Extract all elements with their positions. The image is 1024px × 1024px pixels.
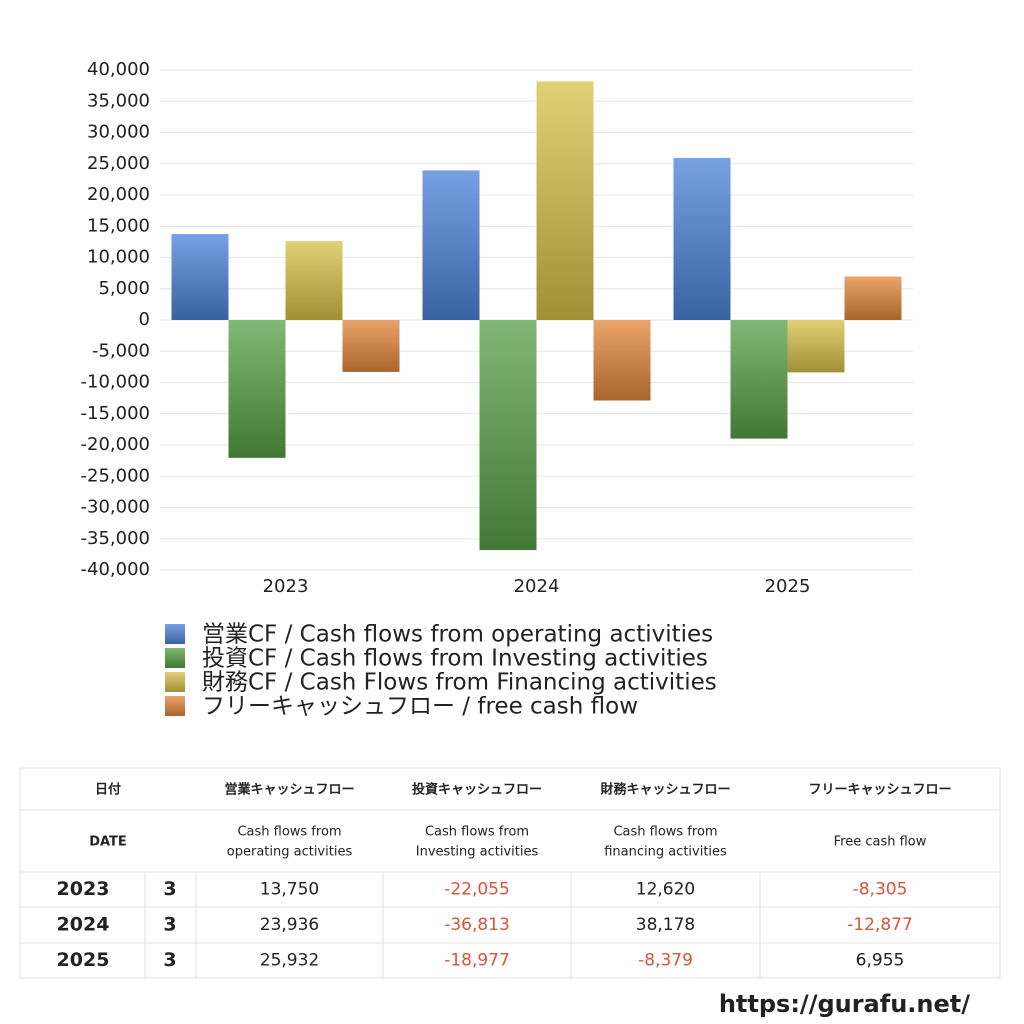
bar [787, 320, 845, 373]
table-row-label: 2025 [57, 949, 110, 971]
table-subheader: Investing activities [416, 845, 539, 860]
table-row-label: 2024 [57, 914, 110, 936]
table-header: 財務キャッシュフロー [599, 782, 730, 798]
bar [285, 241, 343, 320]
y-tick-label: 20,000 [87, 184, 150, 205]
x-tick-label: 2024 [514, 576, 560, 597]
y-tick-label: 0 [139, 309, 150, 330]
y-tick-label: -30,000 [81, 497, 150, 518]
table-row-label: 3 [163, 949, 176, 971]
table-subheader: operating activities [227, 845, 353, 860]
legend-swatch [165, 672, 185, 692]
y-tick-label: 25,000 [87, 153, 150, 174]
table-cell: -8,305 [853, 880, 908, 900]
table-cell: -18,977 [444, 951, 510, 971]
y-tick-label: 5,000 [98, 278, 150, 299]
bar [422, 170, 480, 320]
y-tick-label: -25,000 [81, 465, 150, 486]
table-cell: 23,936 [260, 915, 319, 935]
table-cell: -36,813 [444, 915, 510, 935]
bar [228, 320, 286, 458]
y-tick-label: 10,000 [87, 247, 150, 268]
legend-label: 営業CF / Cash flows from operating activit… [202, 622, 713, 648]
y-tick-label: 30,000 [87, 122, 150, 143]
table-subheader: DATE [89, 835, 127, 850]
table-subheader: financing activities [604, 845, 727, 860]
bar [536, 81, 594, 320]
y-tick-label: 15,000 [87, 215, 150, 236]
y-tick-label: -10,000 [81, 372, 150, 393]
table-row-label: 2023 [57, 878, 110, 900]
y-tick-label: -35,000 [81, 528, 150, 549]
table-cell: -8,379 [638, 951, 693, 971]
bar [730, 320, 788, 439]
table-subheader: Cash flows from [237, 825, 341, 840]
table-row-label: 3 [163, 878, 176, 900]
table-row-label: 3 [163, 914, 176, 936]
table-header: フリーキャッシュフロー [808, 783, 951, 798]
table-header: 投資キャッシュフロー [412, 782, 542, 798]
legend-label: フリーキャッシュフロー / free cash flow [202, 694, 638, 720]
bar [342, 320, 400, 372]
bar [479, 320, 537, 551]
legend-swatch [165, 696, 185, 716]
table-subheader: Free cash flow [834, 835, 927, 850]
y-tick-label: -5,000 [92, 340, 150, 361]
legend-label: 財務CF / Cash Flows from Financing activit… [202, 670, 717, 696]
table-cell: 13,750 [260, 880, 319, 900]
legend-swatch [165, 648, 185, 668]
legend-label: 投資CF / Cash flows from Investing activit… [202, 646, 708, 672]
table-subheader: Cash flows from [425, 825, 529, 840]
bar [593, 320, 651, 401]
x-tick-label: 2023 [263, 576, 309, 597]
table-subheader: Cash flows from [613, 825, 717, 840]
footer-url: https://gurafu.net/ [719, 990, 970, 1018]
table-cell: -22,055 [444, 880, 510, 900]
y-tick-label: -20,000 [81, 434, 150, 455]
table-cell: 25,932 [260, 951, 319, 971]
x-tick-label: 2025 [765, 576, 811, 597]
table-cell: 38,178 [636, 915, 695, 935]
y-tick-label: 40,000 [87, 59, 150, 80]
table-header: 日付 [95, 782, 121, 798]
bar [171, 234, 229, 320]
legend-swatch [165, 624, 185, 644]
table-cell: 6,955 [856, 951, 905, 971]
table-cell: -12,877 [847, 915, 913, 935]
bar [844, 276, 902, 320]
y-tick-label: 35,000 [87, 90, 150, 111]
bar [673, 157, 731, 320]
y-tick-label: -40,000 [81, 559, 150, 580]
table-header: 営業キャッシュフロー [224, 782, 354, 798]
table-cell: 12,620 [636, 880, 695, 900]
y-tick-label: -15,000 [81, 403, 150, 424]
